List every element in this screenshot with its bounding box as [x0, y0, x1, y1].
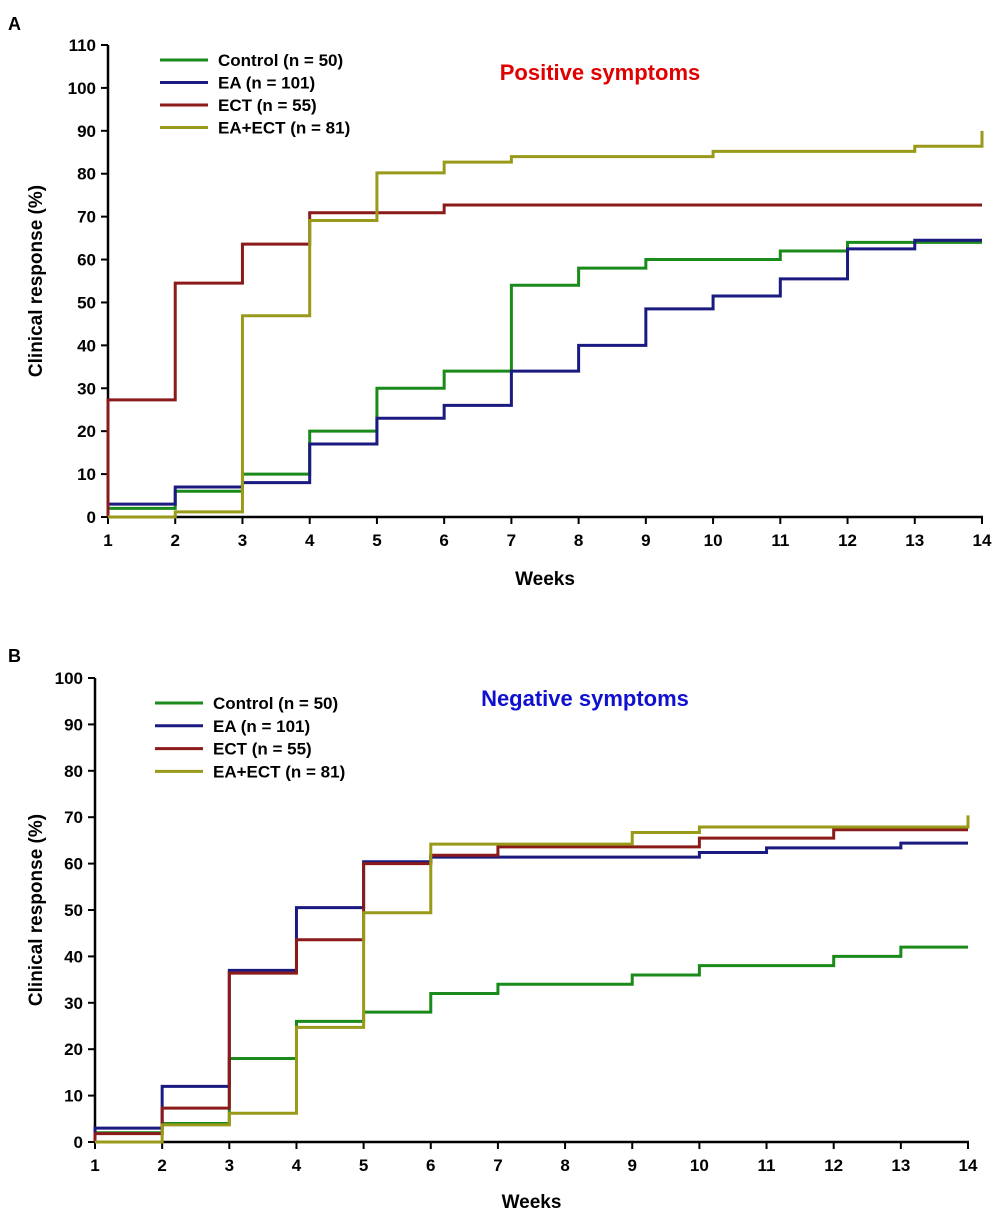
x-tick-label: 5: [359, 1156, 368, 1175]
series-line-1: [93, 945, 968, 1142]
y-tick-label: 110: [69, 36, 96, 55]
y-tick-label: 30: [64, 994, 83, 1013]
x-tick-label: 3: [225, 1156, 234, 1175]
y-tick-label: 0: [74, 1133, 83, 1152]
y-tick-label: 70: [77, 208, 96, 227]
y-tick-label: 20: [64, 1040, 83, 1059]
x-tick-label: 12: [824, 1156, 843, 1175]
legend-label: EA+ECT (n = 81): [218, 119, 350, 138]
legend-label: EA (n = 101): [213, 717, 310, 736]
y-tick-label: 70: [64, 808, 83, 827]
y-tick-label: 60: [77, 251, 96, 270]
x-axis-title: Weeks: [502, 1192, 562, 1213]
y-tick-label: 10: [64, 1087, 83, 1106]
y-tick-label: 80: [77, 165, 96, 184]
y-tick-label: 0: [87, 508, 96, 527]
x-tick-label: 9: [641, 531, 650, 550]
legend-label: Control (n = 50): [213, 694, 338, 713]
x-tick-label: 10: [704, 531, 723, 550]
y-tick-label: 100: [55, 669, 83, 688]
x-tick-label: 14: [959, 1156, 978, 1175]
panel-letter: A: [8, 14, 21, 34]
series-line-2: [93, 841, 968, 1142]
x-tick-label: 12: [838, 531, 857, 550]
legend-label: ECT (n = 55): [218, 96, 317, 115]
legend-label: EA+ECT (n = 81): [213, 762, 345, 781]
x-tick-label: 6: [426, 1156, 435, 1175]
x-axis-title: Weeks: [515, 569, 575, 590]
y-tick-label: 90: [64, 715, 83, 734]
y-axis-title: Clinical response (%): [26, 185, 47, 377]
y-tick-label: 50: [64, 901, 83, 920]
y-tick-label: 90: [77, 122, 96, 141]
panel-letter: B: [8, 646, 21, 666]
x-tick-label: 13: [891, 1156, 910, 1175]
legend-label: ECT (n = 55): [213, 740, 312, 759]
x-tick-label: 1: [90, 1156, 99, 1175]
y-axis-title: Clinical response (%): [26, 814, 47, 1006]
y-tick-label: 40: [64, 947, 83, 966]
chart-title: Positive symptoms: [500, 60, 701, 85]
x-tick-label: 7: [507, 531, 516, 550]
x-tick-label: 4: [292, 1156, 302, 1175]
series-line-4: [108, 130, 984, 519]
series-line-4: [95, 815, 970, 1144]
x-tick-label: 9: [627, 1156, 636, 1175]
y-tick-label: 20: [77, 422, 96, 441]
x-tick-label: 2: [157, 1156, 166, 1175]
x-tick-label: 8: [560, 1156, 569, 1175]
x-tick-label: 13: [905, 531, 924, 550]
x-tick-label: 11: [771, 531, 789, 550]
y-tick-label: 60: [64, 855, 83, 874]
legend-label: Control (n = 50): [218, 51, 343, 70]
series-line-3: [106, 203, 982, 517]
legend-label: EA (n = 101): [218, 74, 315, 93]
x-tick-label: 2: [170, 531, 179, 550]
y-tick-label: 40: [77, 336, 96, 355]
x-tick-label: 5: [372, 531, 381, 550]
x-tick-label: 4: [305, 531, 315, 550]
x-tick-label: 11: [758, 1156, 776, 1175]
x-tick-label: 3: [238, 531, 247, 550]
x-tick-label: 10: [690, 1156, 709, 1175]
x-tick-label: 6: [439, 531, 448, 550]
y-tick-label: 50: [77, 293, 96, 312]
series-line-3: [93, 828, 968, 1142]
y-tick-label: 100: [68, 79, 96, 98]
y-tick-label: 10: [77, 465, 96, 484]
y-tick-label: 30: [77, 379, 96, 398]
x-tick-label: 1: [103, 531, 112, 550]
x-tick-label: 8: [574, 531, 583, 550]
x-tick-label: 14: [973, 531, 992, 550]
y-tick-label: 80: [64, 762, 83, 781]
x-tick-label: 7: [493, 1156, 502, 1175]
chart-title: Negative symptoms: [481, 686, 689, 711]
